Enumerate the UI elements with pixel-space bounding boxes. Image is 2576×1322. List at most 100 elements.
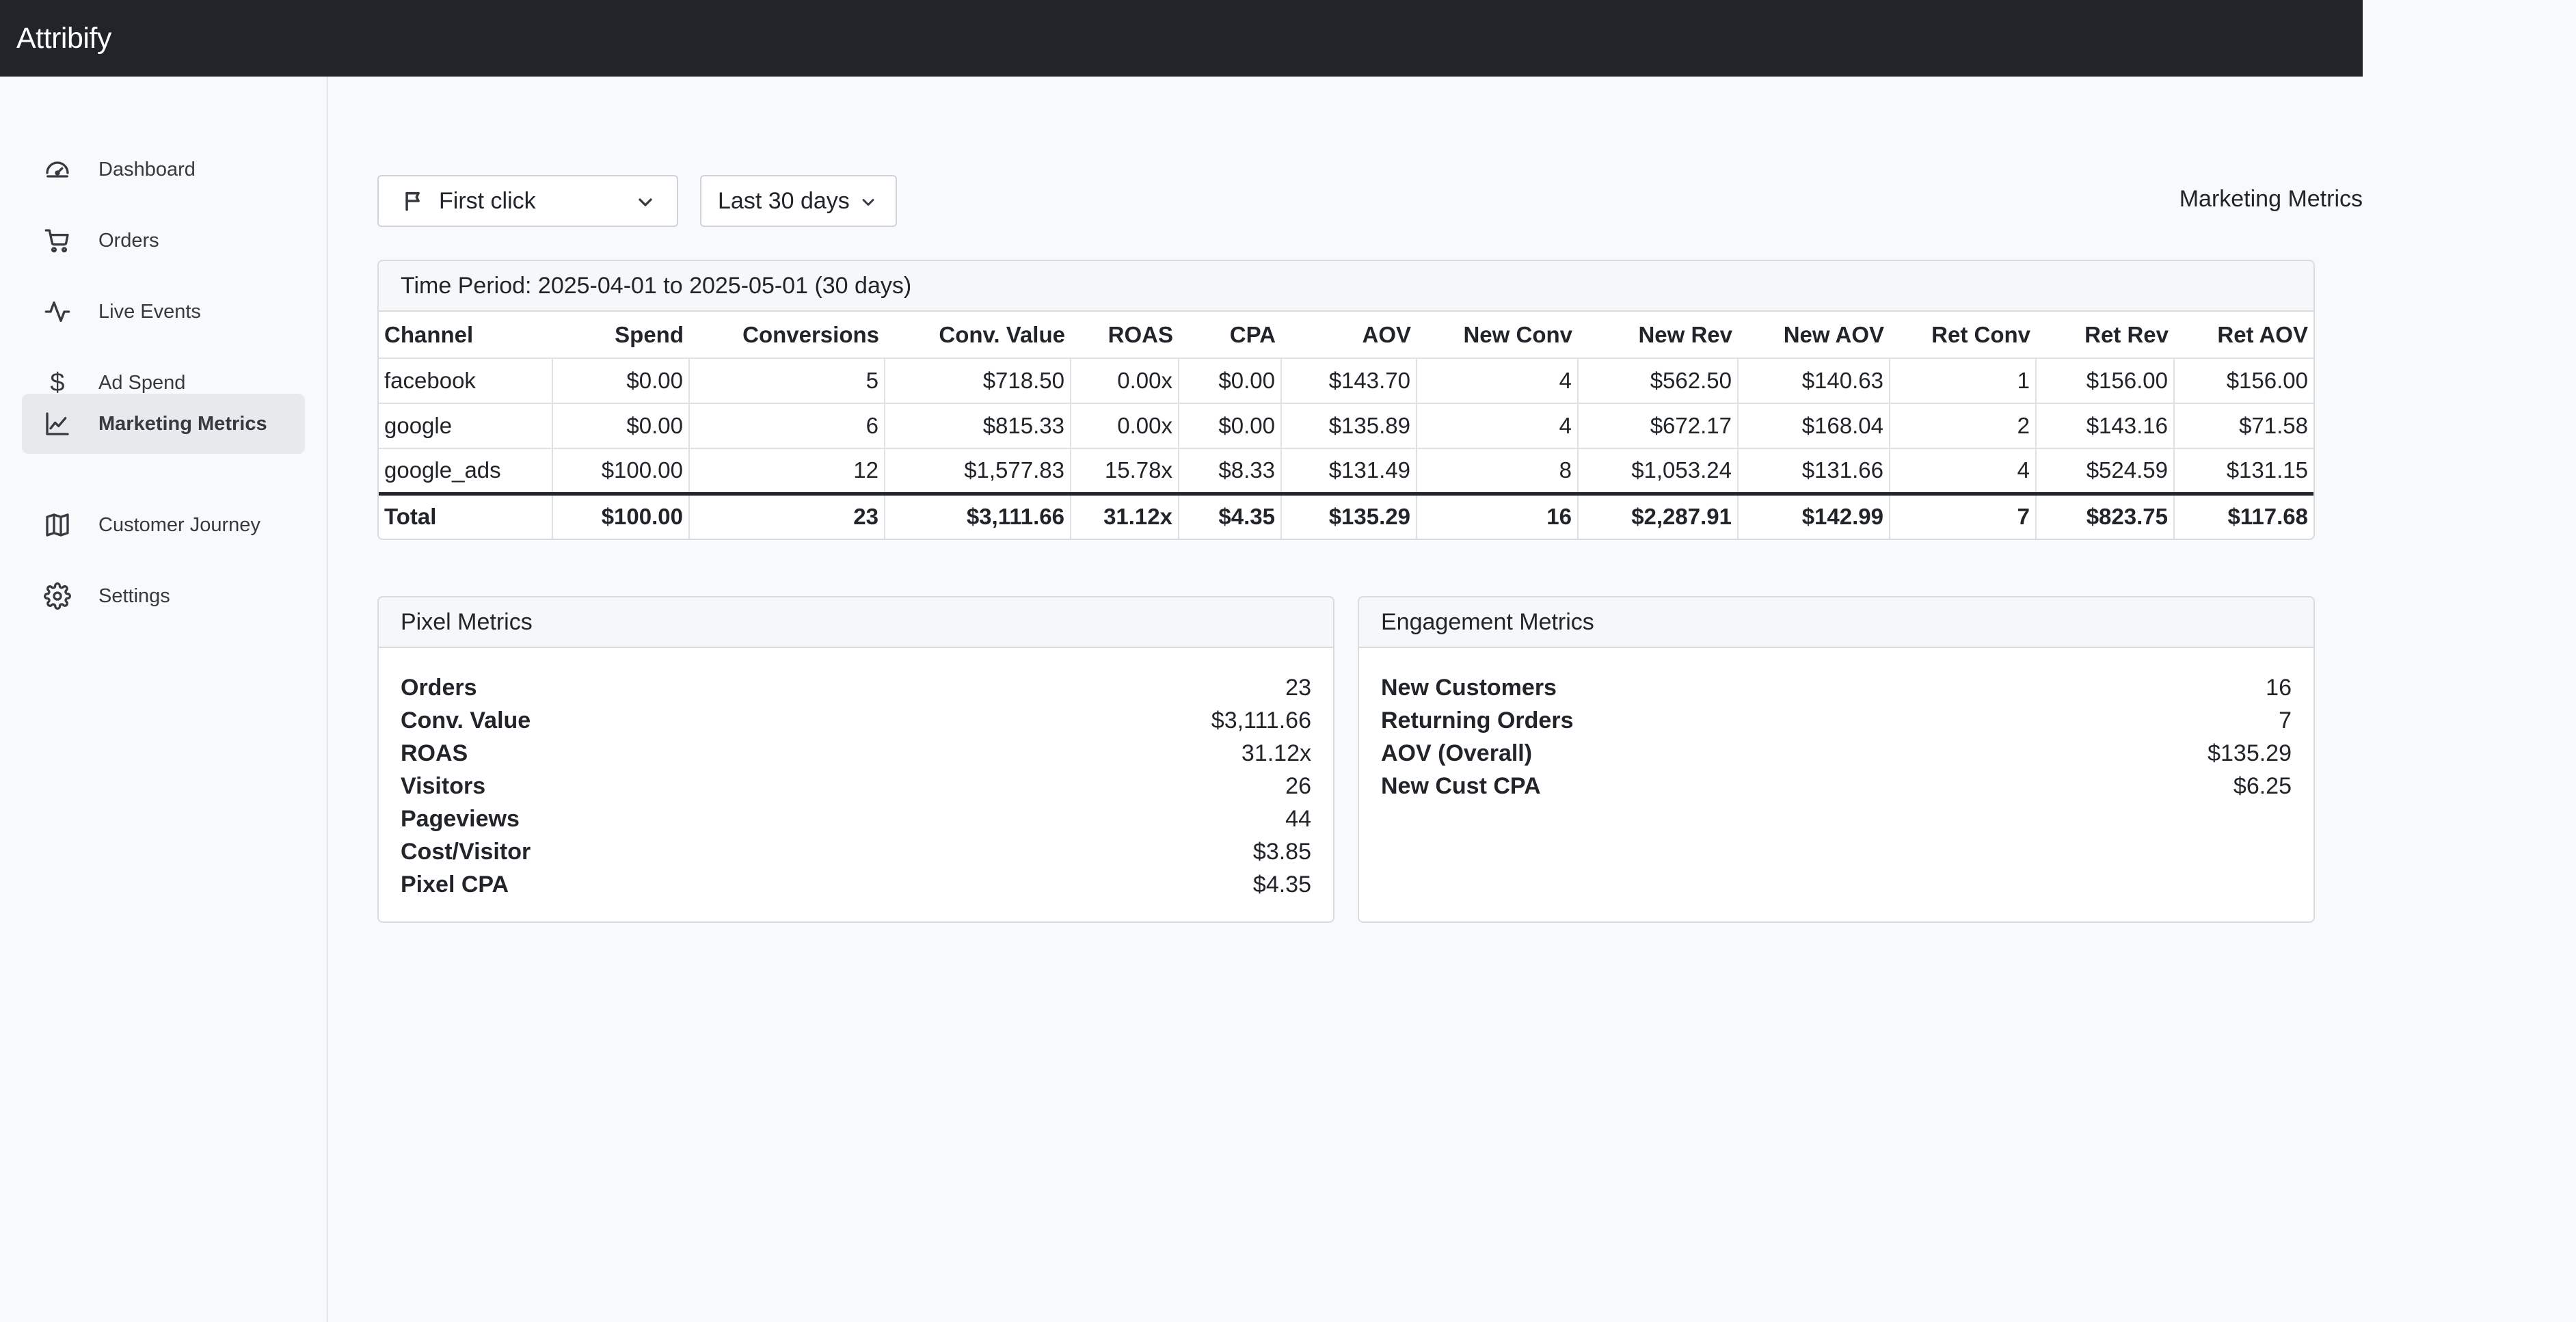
metric-value: 26 [1285, 772, 1311, 799]
column-header[interactable]: Ret Conv [1931, 321, 2030, 347]
sidebar-item-dashboard[interactable]: Dashboard [22, 139, 305, 200]
metric-label: New Customers [1381, 674, 1557, 701]
table-cell: $135.89 [1281, 403, 1417, 448]
table-cell: $143.70 [1281, 358, 1417, 403]
table-header-row: Channel Spend Conversions Conv. Value RO… [379, 312, 2313, 358]
table-cell: 12 [689, 448, 885, 494]
table-cell: $524.59 [2036, 448, 2175, 494]
flag-icon [402, 189, 425, 213]
metric-value: $3,111.66 [1211, 707, 1311, 733]
sidebar-item-label: Dashboard [98, 158, 196, 180]
table-cell: 5 [689, 358, 885, 403]
table-cell: 15.78x [1071, 448, 1179, 494]
table-cell: google [379, 403, 553, 448]
table-cell: $100.00 [552, 491, 690, 539]
metric-row: Cost/Visitor $3.85 [401, 835, 1311, 868]
speedometer-icon [42, 154, 72, 185]
card-header: Engagement Metrics [1359, 597, 2313, 648]
sidebar-item-customer-journey[interactable]: Customer Journey [22, 495, 305, 555]
sidebar: Dashboard Orders Live Events $ Ad Spend … [0, 77, 328, 1322]
main-content: First click Last 30 days Marketing Metri… [330, 77, 2363, 1322]
date-range-select[interactable]: Last 30 days [700, 175, 897, 227]
sidebar-item-marketing-metrics[interactable]: Marketing Metrics [22, 394, 305, 454]
table-cell: $135.29 [1281, 491, 1417, 539]
table-cell: $131.49 [1281, 448, 1417, 494]
table-cell: $71.58 [2174, 403, 2313, 448]
column-header[interactable]: Ret Rev [2084, 321, 2169, 347]
table-cell: $2,287.91 [1578, 491, 1739, 539]
sidebar-item-orders[interactable]: Orders [22, 211, 305, 271]
metric-label: Orders [401, 674, 477, 701]
gear-icon [42, 581, 72, 611]
line-chart-icon [42, 409, 72, 439]
sidebar-item-label: Customer Journey [98, 513, 260, 536]
table-cell: $672.17 [1578, 403, 1739, 448]
metric-label: Visitors [401, 772, 486, 799]
channel-metrics-card: Time Period: 2025-04-01 to 2025-05-01 (3… [377, 260, 2315, 540]
table-cell: 6 [689, 403, 885, 448]
table-cell: 4 [1890, 448, 2037, 494]
table-cell: 16 [1417, 491, 1579, 539]
column-header[interactable]: Conversions [742, 321, 879, 347]
table-cell: $143.16 [2036, 403, 2175, 448]
metric-value: $3.85 [1252, 838, 1311, 865]
sidebar-item-label: Ad Spend [98, 371, 186, 394]
table-row: facebook $0.00 5 $718.50 0.00x $0.00 $14… [379, 358, 2313, 403]
sidebar-item-label: Marketing Metrics [98, 412, 267, 435]
table-cell: Total [379, 491, 553, 539]
cart-icon [42, 226, 72, 256]
channel-metrics-table: Channel Spend Conversions Conv. Value RO… [379, 312, 2313, 539]
metric-label: Returning Orders [1381, 707, 1574, 733]
metric-value: $6.25 [2233, 772, 2292, 799]
sidebar-item-ad-spend[interactable]: $ Ad Spend [22, 353, 305, 413]
map-icon [42, 510, 72, 540]
table-cell: $0.00 [552, 403, 690, 448]
attribution-model-value: First click [439, 187, 536, 214]
table-cell: $1,053.24 [1578, 448, 1739, 494]
table-cell: $823.75 [2036, 491, 2175, 539]
column-header[interactable]: New Conv [1463, 321, 1572, 347]
metric-label: ROAS [401, 740, 468, 766]
chevron-down-icon [859, 193, 878, 212]
time-period-header: Time Period: 2025-04-01 to 2025-05-01 (3… [379, 261, 2313, 312]
table-cell: 4 [1417, 358, 1579, 403]
column-header[interactable]: Conv. Value [939, 321, 1065, 347]
column-header[interactable]: CPA [1229, 321, 1276, 347]
table-cell: $156.00 [2036, 358, 2175, 403]
page-title: Marketing Metrics [2179, 186, 2363, 212]
table-cell: $168.04 [1738, 403, 1890, 448]
table-cell: 7 [1890, 491, 2037, 539]
pixel-metrics-card: Pixel Metrics Orders 23 Conv. Value $3,1… [377, 596, 1334, 923]
sidebar-item-live-events[interactable]: Live Events [22, 282, 305, 342]
table-cell: 8 [1417, 448, 1579, 494]
engagement-metrics-card: Engagement Metrics New Customers 16 Retu… [1358, 596, 2315, 923]
sidebar-item-settings[interactable]: Settings [22, 566, 305, 626]
chevron-down-icon [634, 191, 656, 213]
attribution-model-select[interactable]: First click [377, 175, 678, 227]
column-header[interactable]: New Rev [1638, 321, 1732, 347]
table-cell: $142.99 [1738, 491, 1890, 539]
table-cell: 23 [689, 491, 885, 539]
date-range-value: Last 30 days [718, 187, 850, 214]
column-header[interactable]: ROAS [1108, 321, 1173, 347]
column-header[interactable]: New AOV [1783, 321, 1884, 347]
metric-value: $135.29 [2208, 740, 2292, 766]
metric-value: 7 [2279, 707, 2292, 733]
table-cell: $562.50 [1578, 358, 1739, 403]
sidebar-item-label: Orders [98, 229, 159, 252]
metric-row: AOV (Overall) $135.29 [1381, 737, 2292, 770]
column-header[interactable]: Channel [384, 321, 474, 347]
table-cell: $100.00 [552, 448, 690, 494]
column-header[interactable]: Ret AOV [2217, 321, 2308, 347]
column-header[interactable]: AOV [1362, 321, 1411, 347]
column-header[interactable]: Spend [615, 321, 684, 347]
table-cell: $0.00 [552, 358, 690, 403]
table-cell: 4 [1417, 403, 1579, 448]
app-brand[interactable]: Attribify [16, 21, 111, 55]
sidebar-item-label: Settings [98, 584, 170, 607]
metric-label: Pageviews [401, 805, 520, 832]
top-navbar: Attribify [0, 0, 2363, 77]
table-cell: google_ads [379, 448, 553, 494]
metric-row: Conv. Value $3,111.66 [401, 704, 1311, 737]
metric-label: AOV (Overall) [1381, 740, 1533, 766]
